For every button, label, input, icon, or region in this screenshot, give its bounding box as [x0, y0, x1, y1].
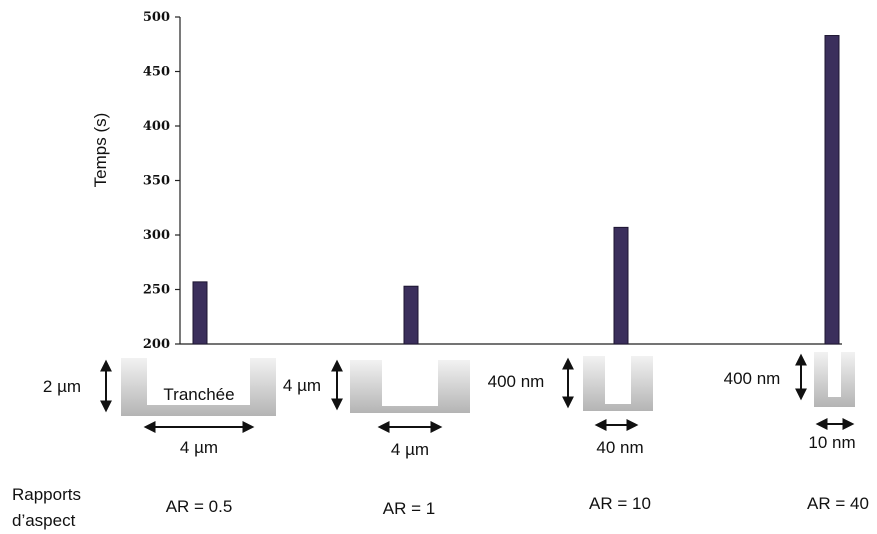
- y-tick-label: 300: [143, 228, 170, 243]
- y-tick-label: 500: [143, 10, 170, 25]
- bars: [192, 35, 840, 345]
- width-label: 40 nm: [596, 438, 643, 457]
- trench-diagram-1: Tranchée 2 µm 4 µm: [43, 358, 276, 457]
- y-ticks: 200 250 300 350 400 450 500: [143, 10, 180, 352]
- row-label-line-2: d’aspect: [12, 511, 76, 530]
- trench-shape: [814, 352, 855, 407]
- depth-label: 400 nm: [488, 372, 545, 391]
- trench-diagram-3: 400 nm 40 nm: [488, 356, 653, 457]
- y-axis-label: Temps (s): [91, 113, 110, 188]
- trench-name: Tranchée: [163, 385, 234, 404]
- depth-label: 4 µm: [283, 376, 321, 395]
- bar-4: [824, 35, 840, 345]
- width-label: 4 µm: [180, 438, 218, 457]
- bar-3: [613, 226, 629, 345]
- category-label: AR = 0.5: [166, 497, 233, 516]
- category-label: AR = 1: [383, 499, 435, 518]
- category-label: AR = 10: [589, 494, 651, 513]
- trench-shape: [350, 360, 470, 413]
- trench-diagram-2: 4 µm 4 µm: [283, 359, 470, 459]
- depth-label: 2 µm: [43, 377, 81, 396]
- y-tick-label: 350: [143, 174, 170, 189]
- y-tick-label: 450: [143, 65, 170, 80]
- row-label-line-1: Rapports: [12, 485, 81, 504]
- width-label: 10 nm: [808, 433, 855, 452]
- y-tick-label: 400: [143, 119, 170, 134]
- y-tick-label: 200: [143, 337, 170, 352]
- trench-diagram-4: 400 nm 10 nm: [724, 352, 856, 452]
- bar-1: [192, 281, 208, 345]
- y-tick-label: 250: [143, 283, 170, 298]
- trench-shape: [583, 356, 653, 411]
- trench-shape: [121, 358, 276, 416]
- category-label: AR = 40: [807, 494, 869, 513]
- bar-2: [403, 285, 419, 345]
- depth-label: 400 nm: [724, 369, 781, 388]
- width-label: 4 µm: [391, 440, 429, 459]
